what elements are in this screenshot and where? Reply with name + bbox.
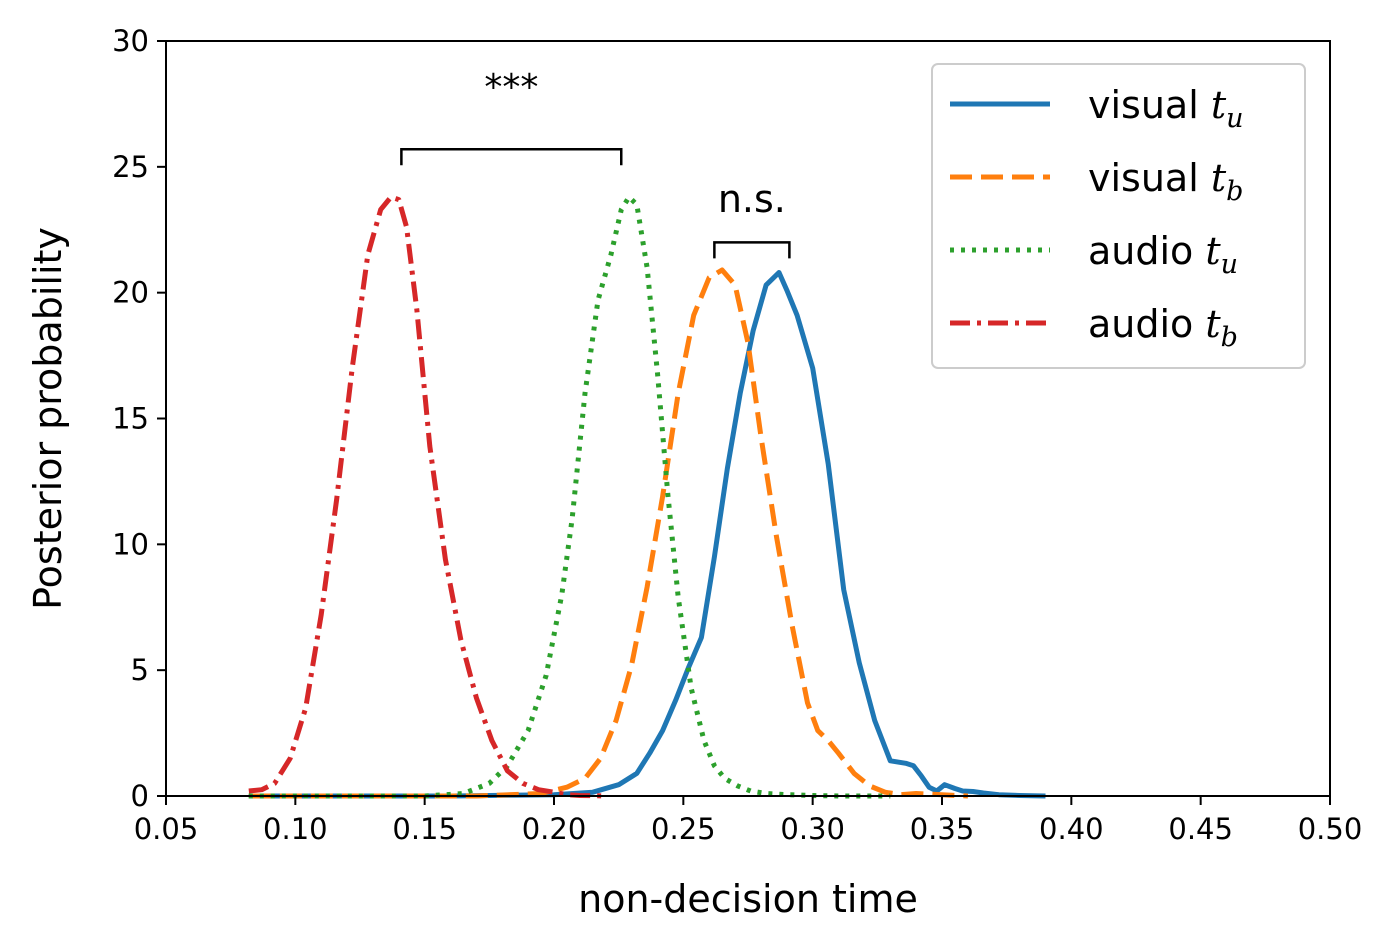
y-tick-label: 25	[112, 150, 149, 184]
series-line-1	[248, 267, 969, 799]
significance-label-1: n.s.	[718, 177, 786, 221]
series-layer	[248, 194, 1046, 799]
significance-bracket-1	[713, 241, 791, 259]
x-tick-label: 0.30	[780, 812, 845, 846]
legend-label-3: audio tb	[1088, 302, 1238, 353]
x-tick-label: 0.40	[1039, 812, 1104, 846]
y-tick-label: 5	[131, 653, 149, 687]
series-line-0	[248, 270, 1046, 799]
y-axis-label: Posterior probability	[26, 227, 70, 610]
x-tick-label: 0.35	[910, 812, 975, 846]
annotation-layer: *** n.s.	[400, 67, 791, 259]
y-tick-label: 15	[112, 402, 149, 436]
x-axis-ticks: 0.05 0.10 0.15 0.20 0.25 0.30 0.35 0.40 0.45 0.50	[134, 796, 1363, 846]
y-tick-label: 30	[112, 24, 149, 58]
legend-label-0: visual tu	[1088, 83, 1244, 134]
x-tick-label: 0.25	[651, 812, 716, 846]
y-tick-label: 10	[112, 527, 149, 561]
y-tick-label: 20	[112, 276, 149, 310]
x-tick-label: 0.45	[1168, 812, 1233, 846]
x-tick-label: 0.05	[134, 812, 199, 846]
y-axis-ticks: 0 5 10 15 20 25 30	[112, 24, 166, 813]
x-tick-label: 0.20	[522, 812, 587, 846]
x-tick-label: 0.50	[1298, 812, 1363, 846]
series-line-3	[248, 194, 606, 799]
legend-label-2: audio tu	[1088, 229, 1238, 280]
significance-bracket-0	[400, 147, 623, 166]
x-tick-label: 0.15	[392, 812, 457, 846]
x-tick-label: 0.10	[263, 812, 328, 846]
y-tick-label: 0	[131, 779, 149, 813]
legend: visual tu visual tb audio tu audio tb	[931, 63, 1306, 369]
significance-label-0: ***	[484, 67, 538, 108]
legend-label-1: visual tb	[1088, 156, 1243, 207]
legend-box	[931, 63, 1306, 369]
x-axis-label: non-decision time	[578, 877, 918, 921]
